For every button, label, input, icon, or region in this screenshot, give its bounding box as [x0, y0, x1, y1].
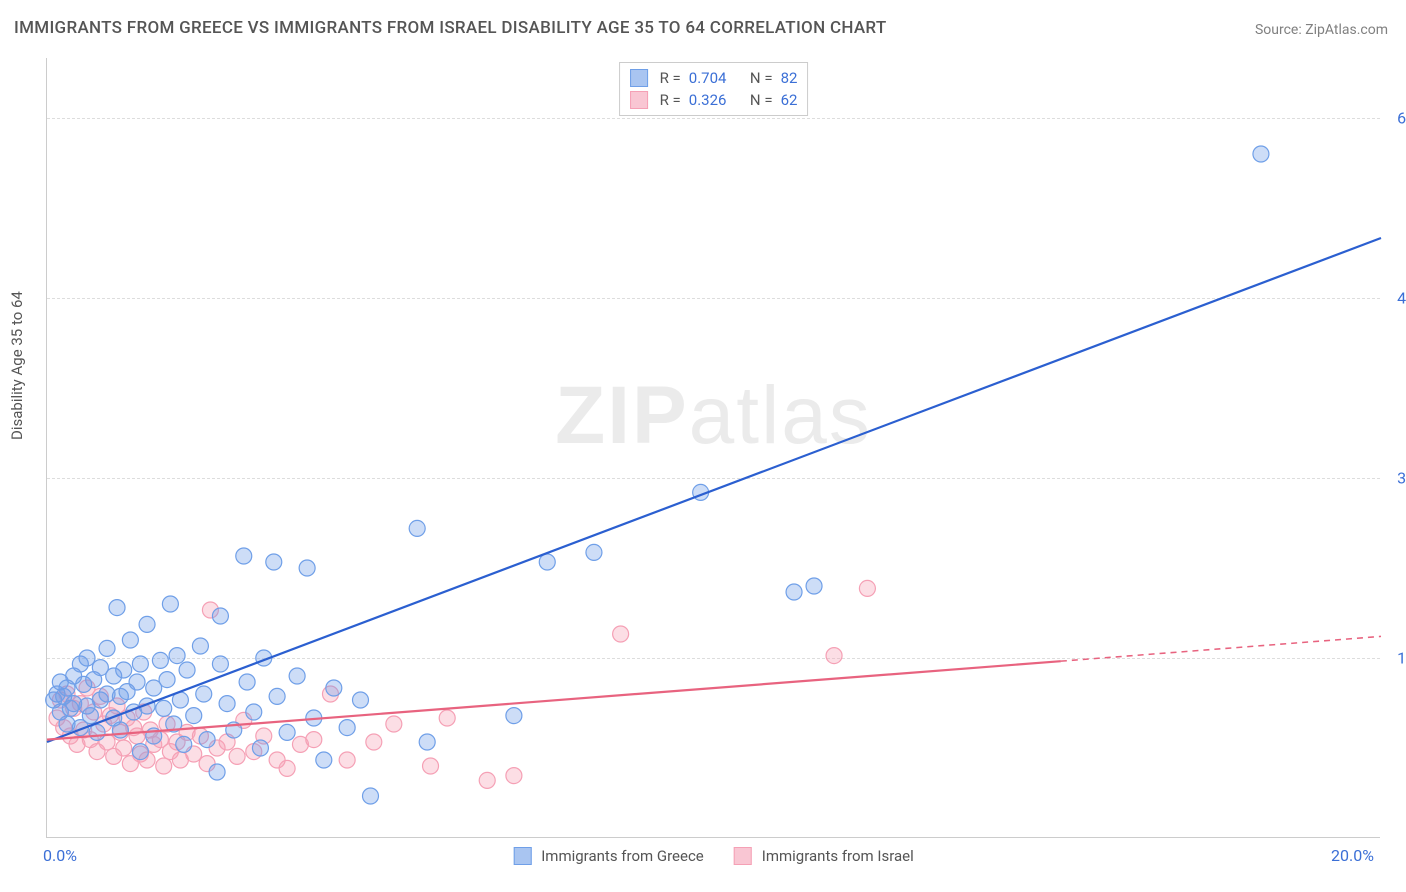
data-point: [439, 710, 455, 726]
scatter-plot-svg: [47, 58, 1380, 837]
data-point: [132, 656, 148, 672]
data-point: [806, 578, 822, 594]
data-point: [162, 596, 178, 612]
data-point: [339, 752, 355, 768]
data-point: [506, 768, 522, 784]
r-value-greece: 0.704: [689, 69, 727, 87]
swatch-greece-icon: [513, 847, 531, 865]
data-point: [89, 724, 105, 740]
y-axis-label: Disability Age 35 to 64: [8, 291, 26, 440]
data-point: [192, 638, 208, 654]
series-name-greece: Immigrants from Greece: [541, 847, 704, 865]
data-point: [386, 716, 402, 732]
data-point: [506, 708, 522, 724]
data-point: [339, 720, 355, 736]
data-point: [246, 704, 262, 720]
data-point: [109, 600, 125, 616]
data-point: [159, 672, 175, 688]
data-point: [236, 548, 252, 564]
data-point: [613, 626, 629, 642]
chart-title: IMMIGRANTS FROM GREECE VS IMMIGRANTS FRO…: [14, 18, 887, 38]
data-point: [152, 652, 168, 668]
data-point: [122, 632, 138, 648]
data-point: [479, 772, 495, 788]
data-point: [859, 580, 875, 596]
y-tick-label: 30.0%: [1386, 469, 1406, 488]
data-point: [219, 696, 235, 712]
data-point: [362, 788, 378, 804]
series-legend: Immigrants from Greece Immigrants from I…: [513, 847, 914, 865]
swatch-israel-icon: [734, 847, 752, 865]
data-point: [132, 744, 148, 760]
data-point: [299, 560, 315, 576]
data-point: [209, 764, 225, 780]
data-point: [316, 752, 332, 768]
data-point: [239, 674, 255, 690]
y-tick-label: 45.0%: [1386, 289, 1406, 308]
legend-row-greece: R = 0.704 N = 82: [630, 67, 798, 89]
data-point: [586, 544, 602, 560]
legend-item-israel: Immigrants from Israel: [734, 847, 914, 865]
data-point: [279, 724, 295, 740]
r-value-israel: 0.326: [689, 91, 727, 109]
data-point: [196, 686, 212, 702]
data-point: [212, 608, 228, 624]
data-point: [269, 688, 285, 704]
n-value-greece: 82: [781, 69, 798, 87]
data-point: [179, 662, 195, 678]
data-point: [116, 740, 132, 756]
data-point: [279, 760, 295, 776]
swatch-israel: [630, 91, 648, 109]
x-tick-label: 0.0%: [43, 846, 77, 865]
x-tick-label: 20.0%: [1331, 846, 1374, 865]
data-point: [112, 722, 128, 738]
data-point: [306, 732, 322, 748]
swatch-greece: [630, 69, 648, 87]
data-point: [1253, 146, 1269, 162]
data-point: [352, 692, 368, 708]
data-point: [366, 734, 382, 750]
data-point: [252, 740, 268, 756]
r-label: R =: [660, 91, 681, 109]
data-point: [199, 732, 215, 748]
data-point: [156, 700, 172, 716]
data-point: [169, 648, 185, 664]
data-point: [229, 748, 245, 764]
data-point: [423, 758, 439, 774]
data-point: [786, 584, 802, 600]
data-point: [186, 708, 202, 724]
y-tick-label: 60.0%: [1386, 109, 1406, 128]
n-value-israel: 62: [781, 91, 798, 109]
correlation-legend: R = 0.704 N = 82 R = 0.326 N = 62: [619, 62, 809, 116]
chart-plot-area: ZIPatlas 15.0%30.0%45.0%60.0% R = 0.704 …: [46, 58, 1380, 838]
data-point: [82, 708, 98, 724]
data-point: [826, 648, 842, 664]
data-point: [79, 650, 95, 666]
data-point: [156, 758, 172, 774]
series-name-israel: Immigrants from Israel: [762, 847, 914, 865]
data-point: [409, 520, 425, 536]
data-point: [266, 554, 282, 570]
n-label: N =: [750, 69, 773, 87]
n-label: N =: [750, 91, 773, 109]
data-point: [116, 662, 132, 678]
data-point: [99, 640, 115, 656]
r-label: R =: [660, 69, 681, 87]
regression-line-extrapolated: [1061, 636, 1381, 661]
data-point: [289, 668, 305, 684]
regression-line: [47, 238, 1381, 742]
data-point: [176, 736, 192, 752]
legend-row-israel: R = 0.326 N = 62: [630, 89, 798, 111]
data-point: [419, 734, 435, 750]
data-point: [212, 656, 228, 672]
y-tick-label: 15.0%: [1386, 649, 1406, 668]
data-point: [139, 616, 155, 632]
data-point: [129, 674, 145, 690]
data-point: [326, 680, 342, 696]
data-point: [539, 554, 555, 570]
source-attribution: Source: ZipAtlas.com: [1255, 22, 1388, 38]
legend-item-greece: Immigrants from Greece: [513, 847, 704, 865]
